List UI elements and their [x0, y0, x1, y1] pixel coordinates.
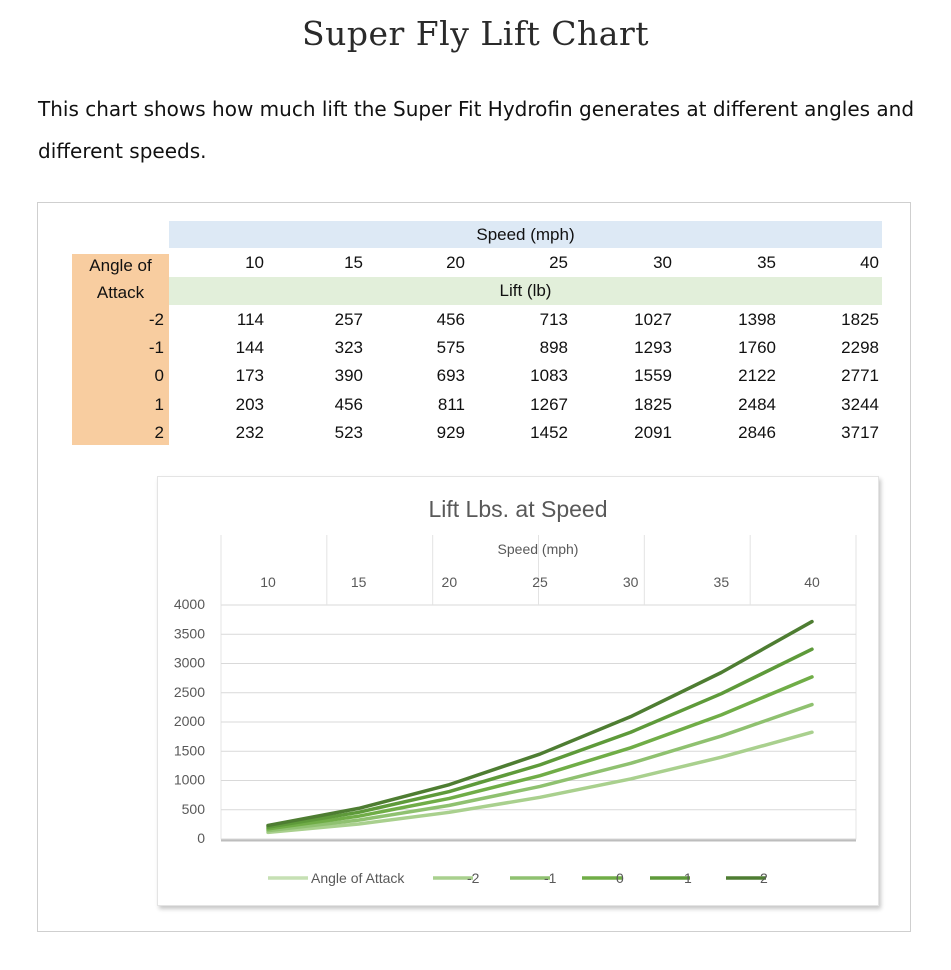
- speed-col-header: 40: [860, 253, 879, 272]
- lift-table-cell: 693: [436, 366, 465, 386]
- lift-table-cell: 1559: [634, 366, 672, 386]
- lift-table-cell: 713: [539, 310, 568, 329]
- speed-col-header: 10: [245, 253, 264, 272]
- lift-table-cell: 203: [235, 394, 264, 414]
- intro-paragraph: This chart shows how much lift the Super…: [38, 97, 915, 163]
- y-tick-label: 1500: [174, 742, 205, 758]
- x-tick-label: 25: [532, 574, 548, 590]
- x-tick-label: 20: [442, 574, 458, 590]
- lift-table-cell: 144: [235, 338, 264, 358]
- lift-table-cell: 1293: [634, 338, 672, 358]
- series-line-neg2: [266, 730, 814, 835]
- lift-table: Speed (mph) Lift (lb) Angle of Attack 10…: [38, 203, 912, 463]
- lift-table-cell: 2122: [738, 366, 776, 386]
- lift-table-cell: 323: [334, 338, 363, 358]
- series-line-0: [266, 675, 814, 831]
- lift-table-cell: 523: [334, 422, 363, 442]
- speed-col-header: 25: [549, 253, 568, 272]
- lift-table-cell: 2846: [738, 422, 776, 442]
- y-tick-label: 2000: [174, 713, 205, 729]
- lift-table-cell: 2091: [634, 422, 672, 442]
- lift-table-cell: 1027: [634, 310, 672, 329]
- series-line-neg1: [266, 702, 814, 833]
- legend-label: -1: [544, 870, 557, 886]
- speed-col-header: 15: [344, 253, 363, 272]
- speed-header: Speed (mph): [476, 225, 575, 244]
- speed-col-header: 35: [757, 253, 776, 272]
- lift-header-band: [169, 277, 882, 305]
- legend-label: 2: [760, 870, 768, 886]
- lift-table-cell: 898: [539, 338, 568, 358]
- y-tick-label: 1000: [174, 772, 205, 788]
- x-tick-label: 15: [351, 574, 367, 590]
- lift-table-cell: 257: [334, 310, 363, 329]
- lift-table-cell: 2771: [841, 366, 879, 386]
- angle-header-line2: Attack: [96, 283, 145, 302]
- legend-label: 1: [684, 870, 692, 886]
- lift-table-cell: 456: [334, 394, 363, 414]
- lift-table-cell: 1760: [738, 338, 776, 358]
- lift-table-cell: 1267: [530, 394, 568, 414]
- angle-row-label: 0: [154, 366, 164, 386]
- lift-table-cell: 1398: [738, 310, 776, 329]
- lift-table-cell: 2298: [841, 338, 879, 358]
- y-tick-label: 2500: [174, 684, 205, 700]
- y-tick-label: 0: [197, 830, 205, 846]
- angle-row-label: 2: [154, 422, 164, 442]
- chart-title: Lift Lbs. at Speed: [428, 496, 607, 522]
- lift-chart: 0 500 1000 1500 2000 2500 3000 3500 4000 10 15 20 25…: [157, 476, 879, 906]
- lift-header: Lift (lb): [499, 281, 552, 300]
- angle-row-label: -1: [148, 338, 164, 358]
- lift-table-cell: 232: [235, 422, 264, 442]
- series-line-1: [266, 647, 814, 829]
- y-tick-label: 3000: [174, 655, 205, 671]
- legend-label: -2: [467, 870, 480, 886]
- lift-table-cell: 1083: [530, 366, 568, 386]
- lift-table-cell: 3717: [841, 422, 879, 442]
- lift-table-cell: 3244: [841, 394, 879, 414]
- lift-table-cell: 929: [436, 422, 465, 442]
- x-tick-label: 35: [714, 574, 730, 590]
- speed-col-header: 20: [446, 253, 465, 272]
- lift-figure: Speed (mph) Lift (lb) Angle of Attack 10…: [37, 202, 911, 932]
- lift-table-cell: 1452: [530, 422, 568, 442]
- angle-header-band: [72, 254, 169, 445]
- lift-table-cell: 1825: [841, 310, 879, 329]
- x-tick-label: 30: [623, 574, 639, 590]
- y-tick-label: 4000: [174, 596, 205, 612]
- legend-label: 0: [616, 870, 624, 886]
- y-tick-label: 500: [182, 801, 206, 817]
- lift-table-cell: 1825: [634, 394, 672, 414]
- lift-table-cell: 390: [334, 366, 363, 386]
- x-tick-label: 40: [804, 574, 820, 590]
- angle-header-line1: Angle of: [89, 256, 152, 275]
- lift-table-cell: 173: [235, 366, 264, 386]
- y-tick-label: 3500: [174, 625, 205, 641]
- lift-table-cell: 811: [437, 394, 465, 414]
- legend-title: Angle of Attack: [311, 870, 405, 886]
- page-title: Super Fly Lift Chart: [301, 14, 649, 53]
- angle-row-label: 1: [154, 394, 164, 414]
- speed-header-band: [169, 221, 882, 248]
- lift-table-cell: 456: [436, 310, 465, 329]
- lift-table-cell: 575: [436, 338, 465, 358]
- x-axis-title: Speed (mph): [498, 541, 579, 557]
- x-tick-label: 10: [260, 574, 276, 590]
- speed-col-header: 30: [653, 253, 672, 272]
- series-line-2: [266, 619, 814, 828]
- lift-table-cell: 114: [236, 310, 264, 329]
- angle-row-label: -2: [148, 310, 164, 329]
- lift-table-cell: 2484: [738, 394, 776, 414]
